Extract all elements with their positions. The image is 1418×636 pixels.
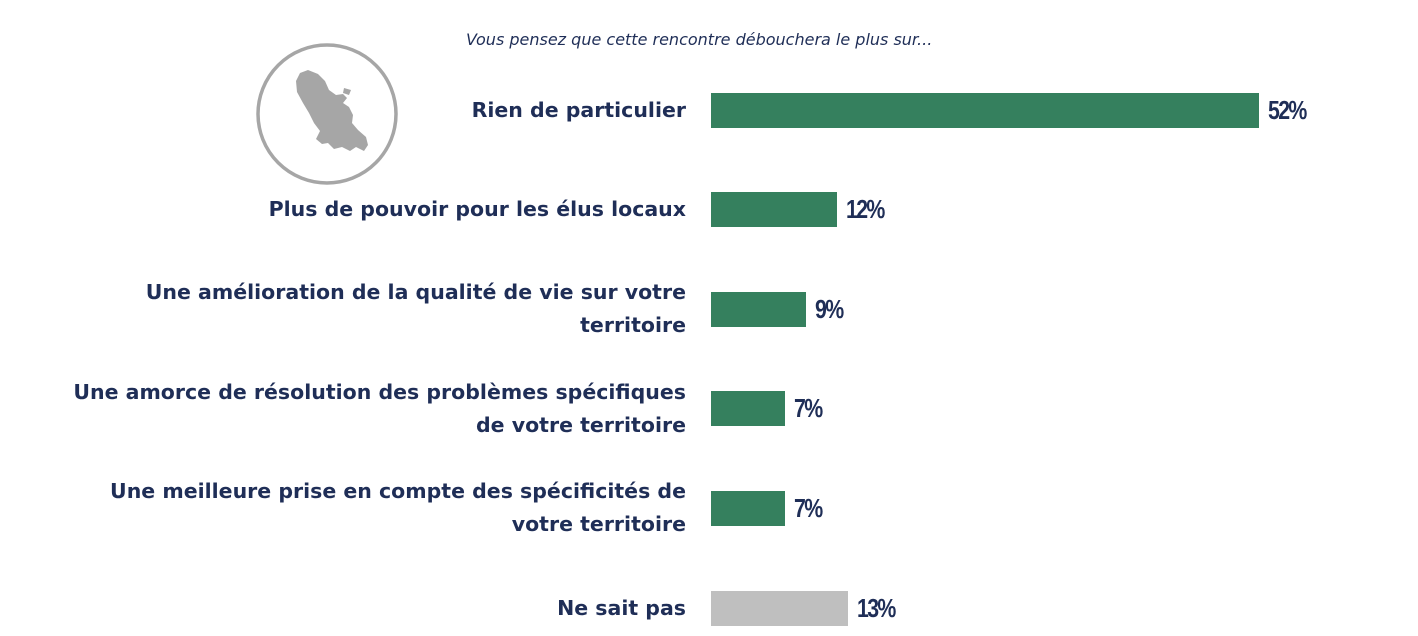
bar bbox=[711, 291, 806, 327]
bar bbox=[711, 490, 785, 526]
category-label: Une amélioration de la qualité de vie su… bbox=[145, 280, 686, 338]
category-label: Rien de particulier bbox=[471, 97, 686, 122]
bar bbox=[711, 590, 848, 626]
category-label: Une amorce de résolution des problèmes s… bbox=[73, 379, 686, 437]
value-label: 7% bbox=[793, 393, 823, 424]
bar bbox=[711, 192, 838, 228]
category-label: Une meilleure prise en compte des spécif… bbox=[110, 479, 686, 537]
bar bbox=[711, 92, 1259, 128]
chart-question-title: Vous pensez que cette rencontre débouche… bbox=[466, 30, 933, 49]
bar bbox=[711, 391, 785, 427]
value-label: 52% bbox=[1268, 94, 1307, 125]
value-label: 13% bbox=[857, 592, 896, 623]
value-label: 12% bbox=[846, 194, 885, 225]
value-label: 9% bbox=[814, 293, 844, 324]
category-label: Ne sait pas bbox=[557, 595, 686, 620]
category-label: Plus de pouvoir pour les élus locaux bbox=[268, 197, 686, 222]
value-label: 7% bbox=[793, 492, 823, 523]
martinique-map-icon bbox=[256, 43, 398, 185]
